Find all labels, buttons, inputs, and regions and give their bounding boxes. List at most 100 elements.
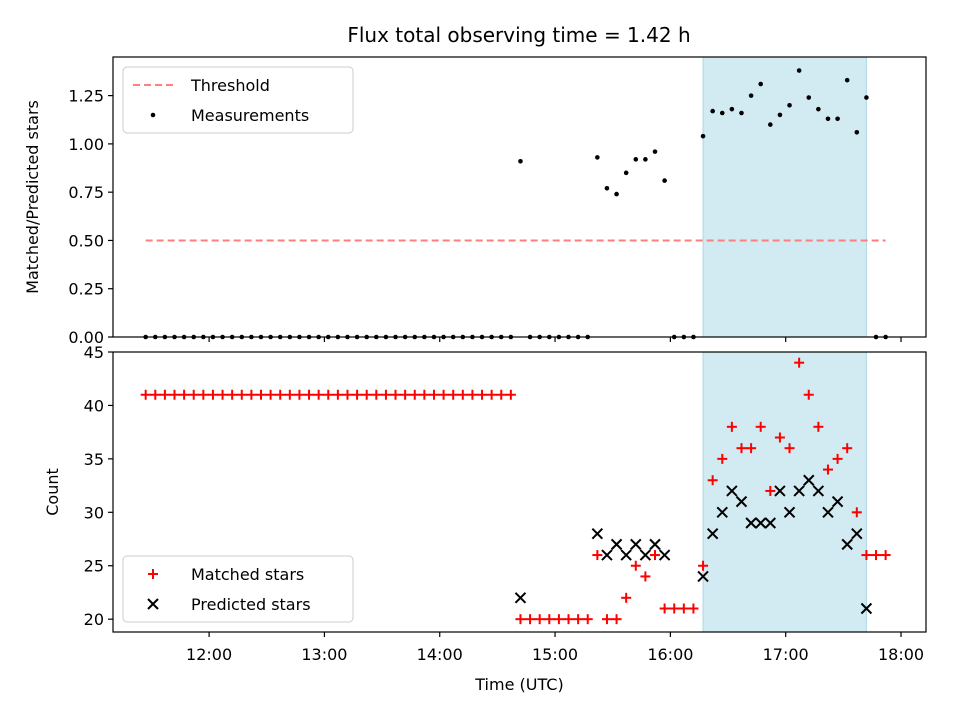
- data-point: [486, 389, 497, 400]
- x-stroke-2: [610, 538, 623, 551]
- data-point: [601, 614, 612, 625]
- data-point: [813, 421, 824, 432]
- x-stroke-2: [697, 570, 709, 583]
- data-point: [841, 538, 853, 551]
- data-point: [764, 517, 777, 529]
- data-point: [284, 389, 295, 400]
- x-tick-label: 15:00: [532, 645, 578, 664]
- data-point: [706, 527, 719, 540]
- data-point: [880, 550, 891, 561]
- data-point: [150, 389, 161, 400]
- x-stroke-2: [783, 506, 796, 519]
- data-point: [428, 389, 439, 400]
- data-point: [658, 549, 671, 561]
- data-point: [739, 110, 744, 116]
- data-point: [864, 95, 869, 100]
- data-point: [697, 570, 709, 583]
- legend-box: [122, 66, 354, 134]
- data-point: [467, 389, 478, 400]
- data-point: [652, 149, 658, 154]
- highlight-span: [702, 56, 867, 338]
- data-point: [787, 102, 792, 108]
- series-predicted-stars: [514, 474, 873, 615]
- data-point: [544, 614, 555, 625]
- data-point: [649, 538, 661, 551]
- data-point: [755, 421, 766, 432]
- data-point: [275, 389, 286, 400]
- legend-box: [122, 555, 354, 623]
- x-stroke-2: [812, 485, 825, 497]
- data-point: [717, 453, 728, 464]
- ratio-panel: 0.00 0.25 0.50 0.75 1.00 1.25 Matched/Predicte…: [23, 56, 927, 347]
- data-point: [400, 389, 411, 400]
- x-tick-label: 13:00: [301, 645, 347, 664]
- data-point: [419, 389, 430, 400]
- legend-label: Predicted stars: [191, 595, 311, 614]
- data-point: [610, 538, 623, 551]
- data-point: [871, 550, 882, 561]
- x-stroke-2: [774, 485, 786, 497]
- x-stroke-2: [735, 495, 748, 508]
- legend-swatch: [148, 569, 158, 579]
- data-point: [313, 389, 324, 400]
- data-point: [700, 133, 706, 139]
- data-point: [726, 485, 738, 497]
- data-point: [831, 495, 844, 508]
- data-point: [246, 389, 257, 400]
- data-point: [623, 170, 629, 176]
- y-tick-label: 30: [84, 503, 104, 522]
- data-point: [188, 389, 199, 400]
- x-stroke-2: [726, 485, 738, 497]
- data-point: [140, 389, 151, 400]
- data-point: [678, 603, 689, 614]
- x-stroke-2: [147, 598, 159, 610]
- data-point: [832, 453, 843, 464]
- data-point: [294, 389, 305, 400]
- data-point: [768, 122, 773, 127]
- data-point: [729, 106, 735, 112]
- x-stroke-2: [620, 549, 632, 561]
- data-point: [844, 77, 850, 83]
- data-point: [159, 389, 170, 400]
- data-point: [614, 191, 619, 197]
- data-point: [758, 81, 764, 87]
- x-tick-label: 17:00: [763, 645, 809, 664]
- plot-frame: [112, 56, 927, 338]
- data-point: [592, 550, 603, 561]
- data-point: [633, 157, 639, 162]
- data-point: [748, 93, 754, 98]
- data-point: [777, 112, 783, 118]
- series-matched-stars: [140, 357, 891, 625]
- x-stroke-2: [639, 549, 652, 561]
- data-point: [746, 443, 757, 454]
- x-tick-label: 12:00: [186, 645, 232, 664]
- data-point: [563, 614, 574, 625]
- y-tick-label: 35: [84, 450, 104, 469]
- x-stroke-2: [841, 538, 853, 551]
- y-tick-label: 0.75: [68, 183, 104, 202]
- data-point: [553, 614, 564, 625]
- data-point: [591, 527, 604, 540]
- data-point: [774, 485, 786, 497]
- plot-frame: [112, 351, 927, 633]
- y-tick-label: 25: [84, 557, 104, 576]
- legend: Threshold Measurements: [122, 66, 354, 134]
- data-point: [643, 157, 648, 162]
- data-point: [496, 389, 507, 400]
- data-point: [861, 550, 872, 561]
- data-point: [640, 571, 651, 582]
- legend-label: Matched stars: [191, 565, 304, 584]
- data-point: [650, 550, 660, 561]
- y-tick-label: 1.00: [68, 135, 104, 154]
- legend: Matched stars Predicted stars: [122, 555, 354, 623]
- data-point: [352, 389, 363, 400]
- data-point: [342, 389, 353, 400]
- data-point: [812, 485, 825, 497]
- legend-label: Threshold: [190, 76, 270, 95]
- data-point: [698, 560, 709, 571]
- x-stroke-2: [658, 549, 671, 561]
- data-point: [582, 614, 593, 625]
- data-point: [255, 389, 266, 400]
- x-stroke-2: [706, 527, 719, 540]
